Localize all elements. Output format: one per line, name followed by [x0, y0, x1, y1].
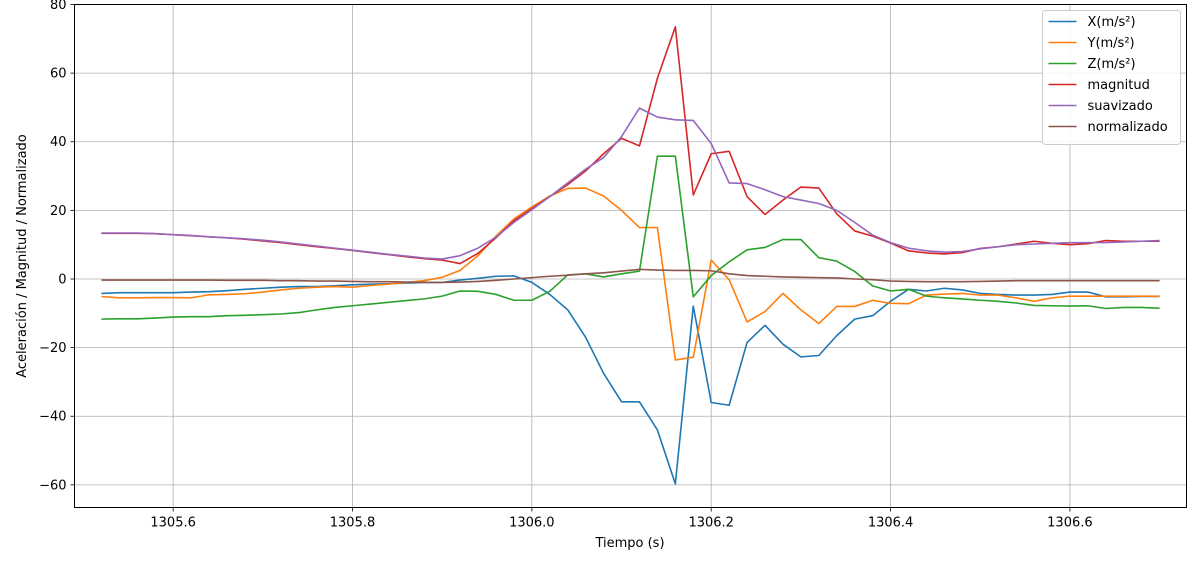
legend-label: suavizado	[1088, 99, 1153, 114]
grid-lines	[74, 4, 1187, 508]
y-tick-label: −40	[39, 410, 66, 425]
y-tick-label: −60	[39, 478, 66, 493]
series-line-3	[101, 25, 1160, 265]
series-lines	[101, 25, 1160, 485]
plot-frame	[74, 4, 1187, 508]
series-line-1	[101, 187, 1160, 361]
x-tick-label: 1306.6	[1047, 516, 1093, 531]
y-tick-label: 80	[50, 0, 67, 13]
y-tick-label: 20	[50, 204, 67, 219]
x-axis-label: Tiempo (s)	[594, 536, 664, 551]
y-tick-label: −20	[39, 341, 66, 356]
legend-box	[1042, 10, 1181, 145]
x-tick-label: 1305.8	[330, 516, 376, 531]
y-tick-label: 40	[50, 135, 67, 150]
series-line-2	[101, 155, 1160, 320]
series-line-4	[101, 107, 1160, 260]
legend-label: Y(m/s²)	[1087, 36, 1135, 51]
x-tick-label: 1305.6	[150, 516, 196, 531]
axis-ticks: 1305.6 1305.8 1306.0 1306.2 1306.4 1306.6 −60 −…	[39, 0, 1093, 531]
legend-label: normalizado	[1088, 120, 1168, 135]
legend-label: magnitud	[1088, 78, 1150, 93]
y-axis-label: Aceleración / Magnitud / Normalizado	[15, 134, 30, 378]
series-line-0	[101, 275, 1160, 485]
y-tick-label: 60	[50, 67, 67, 82]
x-tick-label: 1306.0	[509, 516, 555, 531]
series-line-5	[101, 268, 1160, 284]
legend-label: Z(m/s²)	[1088, 57, 1136, 72]
legend: X(m/s²) Y(m/s²) Z(m/s²) magnitud suavizado no…	[1042, 10, 1181, 145]
x-tick-label: 1306.2	[688, 516, 734, 531]
x-tick-label: 1306.4	[868, 516, 914, 531]
y-tick-label: 0	[58, 272, 66, 287]
legend-label: X(m/s²)	[1088, 15, 1136, 30]
